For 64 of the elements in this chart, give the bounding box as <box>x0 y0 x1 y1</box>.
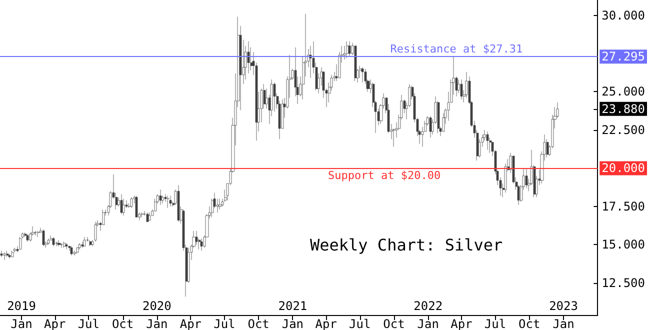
candlestick <box>52 236 55 246</box>
x2-tick-label: 2021 <box>278 299 308 313</box>
x-tick-label: Jan <box>10 317 32 330</box>
candlestick <box>525 168 528 188</box>
candlestick <box>57 240 61 246</box>
candlestick <box>60 242 63 248</box>
candlestick <box>273 82 276 112</box>
x-tick-label: Jan <box>146 317 168 330</box>
candlestick <box>195 230 198 245</box>
text: Weekly Chart: Silver <box>310 236 504 254</box>
candlestick <box>354 46 357 82</box>
y-tick-label: 17.500 <box>602 199 646 214</box>
candlestick <box>26 234 29 242</box>
candlestick <box>0 250 3 258</box>
ref-line-label: Support at $20.00 <box>328 169 441 182</box>
candlestick <box>70 246 73 256</box>
candlestick <box>437 100 440 134</box>
candlestick <box>141 212 144 218</box>
y-tick-label: 15.000 <box>602 238 646 252</box>
candlestick <box>34 230 37 236</box>
x-tick-label: Oct <box>518 317 540 330</box>
x-tick-label: Oct <box>112 317 134 330</box>
candlestick <box>177 184 180 222</box>
candlestick <box>55 241 58 246</box>
y-tick-label: 22.500 <box>602 122 646 137</box>
candlestick <box>148 212 151 220</box>
y-tick-label: 25.000 <box>602 84 646 99</box>
x2-tick-label: 2020 <box>142 299 172 313</box>
y-tick-label: 30.000 <box>602 8 646 22</box>
x-tick-label: Jul <box>214 317 236 330</box>
x2-tick-label: 2019 <box>7 299 36 313</box>
x-tick-label: Jan <box>282 317 304 330</box>
candlestick <box>486 131 489 150</box>
candlestick <box>309 46 312 78</box>
x2-tick-label: 2022 <box>414 299 443 313</box>
candlestick <box>460 79 463 100</box>
candlestick <box>130 197 133 208</box>
candlestick <box>63 241 66 248</box>
x-tick-label: Jul <box>78 317 100 330</box>
candlestick <box>24 232 27 238</box>
x2-tick-label: 2023 <box>549 299 578 313</box>
x-tick-label: Jul <box>349 317 371 330</box>
x-tick-label: Oct <box>248 317 270 330</box>
candlestick <box>169 196 172 207</box>
y-tick-label: 27.295 <box>602 50 646 64</box>
y-tick-label: 12.500 <box>602 276 646 290</box>
x-tick-label: Jan <box>417 317 439 330</box>
candlestick <box>42 229 45 246</box>
candlestick <box>65 242 68 250</box>
y-tick-label: 23.880 <box>602 102 646 116</box>
candlestick <box>11 250 14 258</box>
candlestick <box>13 248 16 253</box>
x-tick-label: Jul <box>484 317 506 330</box>
candlestick <box>6 250 9 258</box>
ref-line-label: Resistance at $27.31 <box>390 42 523 56</box>
y-tick-label: 20.000 <box>602 161 646 176</box>
x-tick-label: Jan <box>552 317 574 330</box>
candlestick <box>200 238 203 251</box>
candlestick <box>8 254 11 259</box>
candlestick <box>135 196 138 218</box>
candlestick <box>348 41 351 57</box>
candlestick <box>47 238 50 245</box>
x-tick-label: Oct <box>383 317 405 330</box>
candlestick <box>361 67 364 83</box>
